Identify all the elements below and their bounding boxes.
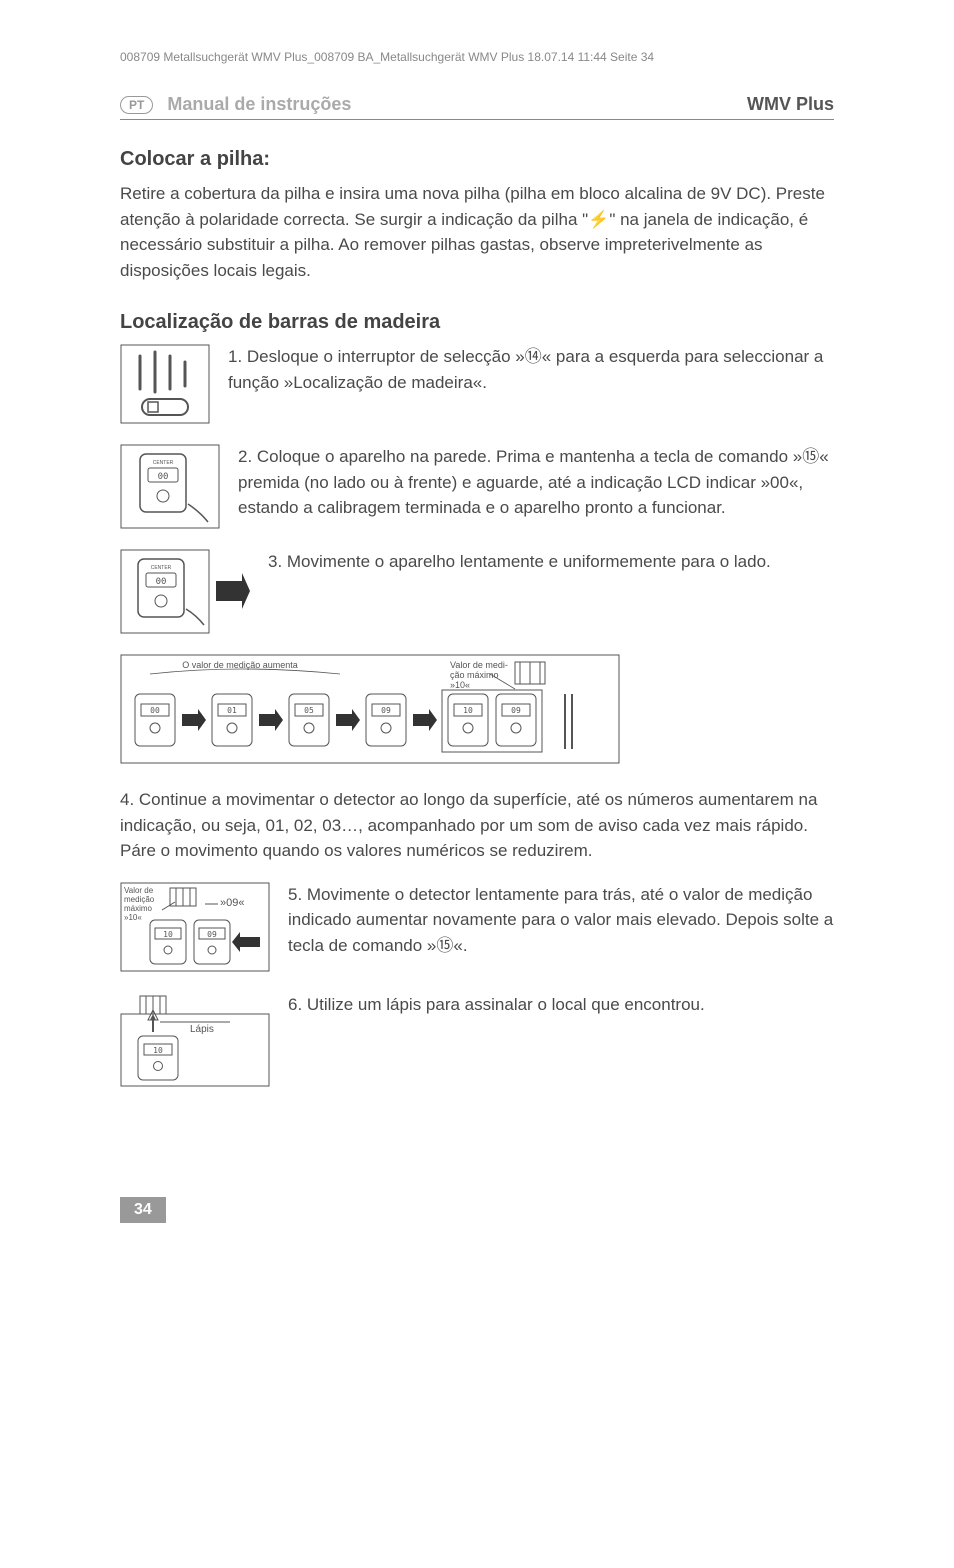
svg-text:Valor de: Valor de xyxy=(124,886,154,895)
step5-icon: Valor de medição máximo »10« »09« 10 xyxy=(120,882,270,972)
svg-text:máximo: máximo xyxy=(124,904,153,913)
step6-icon: Lápis 10 xyxy=(120,992,270,1087)
step-row: 1. Desloque o interruptor de selecção »⑭… xyxy=(120,344,834,424)
svg-text:CENTER: CENTER xyxy=(153,460,174,466)
step-row: Valor de medição máximo »10« »09« 10 xyxy=(120,882,834,972)
step-row: Lápis 10 6. Utilize um lápis para assina… xyxy=(120,992,834,1087)
step3-icon: 00 CENTER xyxy=(120,549,250,634)
product-name: WMV Plus xyxy=(747,94,834,115)
section1-body: Retire a cobertura da pilha e insira uma… xyxy=(120,181,834,283)
page-number: 34 xyxy=(120,1197,166,1223)
svg-text:10: 10 xyxy=(163,930,173,939)
svg-text:»10«: »10« xyxy=(124,913,142,922)
svg-text:00: 00 xyxy=(150,706,160,715)
sequence-diagram: O valor de medição aumenta Valor de medi… xyxy=(120,654,834,769)
step1-text: 1. Desloque o interruptor de selecção »⑭… xyxy=(228,344,834,395)
svg-text:10: 10 xyxy=(463,706,473,715)
step2-text: 2. Coloque o aparelho na parede. Prima e… xyxy=(238,444,834,521)
step5-text: 5. Movimente o detector lentamente para … xyxy=(288,882,834,959)
step2-icon: 00 CENTER xyxy=(120,444,220,529)
svg-text:00: 00 xyxy=(156,577,167,587)
section2-title: Localização de barras de madeira xyxy=(120,311,834,334)
step4-text: 4. Continue a movimentar o detector ao l… xyxy=(120,787,834,864)
section1-title: Colocar a pilha: xyxy=(120,148,834,171)
svg-text:»10«: »10« xyxy=(450,680,470,690)
page-container: 008709 Metallsuchgerät WMV Plus_008709 B… xyxy=(0,0,954,1283)
step-row: 00 CENTER 2. Coloque o aparelho na pared… xyxy=(120,444,834,529)
svg-text:05: 05 xyxy=(304,706,314,715)
diagram-label-right: Valor de medi- xyxy=(450,660,508,670)
pencil-label: Lápis xyxy=(190,1024,214,1035)
language-badge: PT xyxy=(120,96,153,114)
header-bar: PT Manual de instruções WMV Plus xyxy=(120,94,834,120)
svg-text:00: 00 xyxy=(158,472,169,482)
manual-title: Manual de instruções xyxy=(167,94,747,115)
step1-icon xyxy=(120,344,210,424)
document-meta: 008709 Metallsuchgerät WMV Plus_008709 B… xyxy=(120,50,834,64)
step3-text: 3. Movimente o aparelho lentamente e uni… xyxy=(268,549,834,575)
svg-text:09: 09 xyxy=(381,706,391,715)
svg-text:09: 09 xyxy=(511,706,521,715)
svg-text:medição: medição xyxy=(124,895,155,904)
step6-text: 6. Utilize um lápis para assinalar o loc… xyxy=(288,992,834,1018)
svg-text:01: 01 xyxy=(227,706,237,715)
svg-text:10: 10 xyxy=(153,1046,163,1055)
svg-text:»09«: »09« xyxy=(220,897,244,909)
svg-text:CENTER: CENTER xyxy=(151,565,172,571)
svg-text:09: 09 xyxy=(207,930,217,939)
diagram-label-left: O valor de medição aumenta xyxy=(182,660,298,670)
step-row: 00 CENTER 3. Movimente o aparelho lentam… xyxy=(120,549,834,634)
